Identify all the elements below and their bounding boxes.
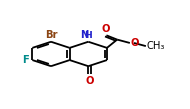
Text: O: O [101, 24, 110, 34]
Text: O: O [130, 38, 139, 48]
Text: Br: Br [45, 30, 57, 40]
Text: H: H [84, 31, 92, 40]
Text: F: F [22, 55, 29, 65]
Text: CH₃: CH₃ [147, 41, 165, 51]
Text: O: O [85, 76, 94, 86]
Text: N: N [80, 30, 88, 40]
